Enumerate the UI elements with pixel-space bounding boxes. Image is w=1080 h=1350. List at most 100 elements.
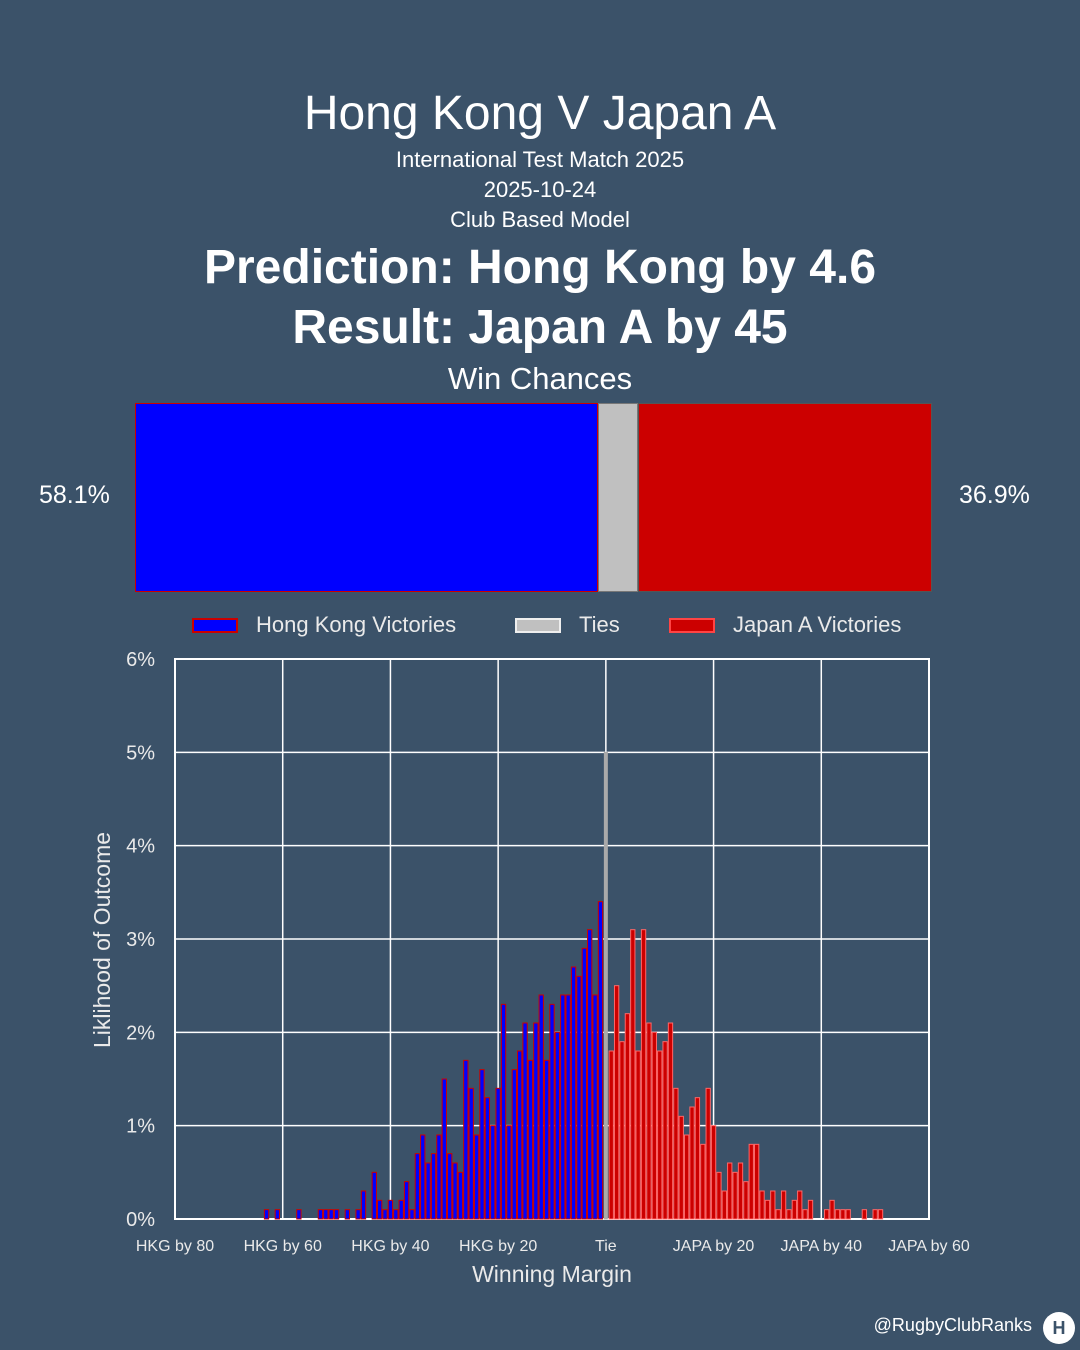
histogram-bar (775, 1209, 781, 1220)
histogram-bar (430, 1153, 437, 1220)
histogram-bar (425, 1162, 431, 1220)
y-tick-label: 0% (126, 1209, 155, 1231)
y-tick-label: 1% (126, 1116, 155, 1138)
histogram-bar (387, 1199, 394, 1220)
histogram-bar (543, 1059, 550, 1220)
histogram-bar (754, 1143, 760, 1220)
histogram-bar (549, 1003, 555, 1220)
histogram-bar (694, 1097, 701, 1220)
histogram-bar (527, 1059, 534, 1220)
histogram-bar (689, 1106, 695, 1220)
histogram-bar (705, 1087, 711, 1220)
histogram-bar (296, 1209, 302, 1220)
away-win-percentage: 36.9% (959, 481, 1030, 509)
legend: Hong Kong Victories Ties Japan A Victori… (0, 612, 1080, 642)
histogram-bar (630, 929, 636, 1220)
histogram-bar (824, 1209, 830, 1220)
legend-label-away: Japan A Victories (733, 612, 902, 637)
histogram-bar (484, 1097, 491, 1220)
win-chances-bar (135, 403, 932, 592)
y-tick-label: 3% (126, 929, 155, 951)
legend-item-away: Japan A Victories (669, 612, 901, 638)
x-axis-label: Winning Margin (472, 1261, 632, 1287)
histogram-bar (511, 1069, 517, 1220)
x-tick-label: HKG by 20 (459, 1238, 537, 1255)
histogram-bar (570, 966, 577, 1220)
win-chances-label: Win Chances (447, 361, 633, 396)
away-win-segment (637, 403, 932, 592)
histogram-bar (468, 1087, 474, 1220)
x-tick-label: JAPA by 40 (781, 1238, 863, 1255)
twitter-handle: @RugbyClubRanks (873, 1315, 1032, 1335)
x-tick-label: Tie (595, 1238, 617, 1255)
histogram-bar (355, 1209, 361, 1220)
legend-label-home: Hong Kong Victories (256, 612, 457, 637)
model-name: Club Based Model (450, 207, 630, 232)
histogram-bar (317, 1209, 324, 1220)
histogram-bar (436, 1134, 442, 1220)
histogram-bar (829, 1199, 835, 1220)
histogram-bar (608, 1050, 614, 1220)
histogram-bar (463, 1059, 469, 1220)
legend-label-tie: Ties (579, 612, 620, 637)
histogram-bar (371, 1171, 377, 1220)
tie-segment (598, 403, 638, 592)
histogram-bar (640, 929, 647, 1220)
legend-swatch-tie (515, 617, 561, 633)
histogram-bar (683, 1134, 690, 1220)
histogram-bar (576, 975, 582, 1220)
histogram-bar (409, 1209, 415, 1220)
y-tick-label: 5% (126, 742, 155, 764)
histogram-bar (716, 1171, 722, 1220)
histogram-bar (748, 1143, 754, 1220)
histogram-bar (517, 1050, 523, 1220)
result-text: Result: Japan A by 45 (292, 301, 788, 354)
margin-histogram: 0% 1% 2% 3% 4% 5% 6% HKG by 80 HKG by 60 HKG by 4… (89, 649, 970, 1287)
histogram-bar (834, 1209, 841, 1220)
x-tick-label: JAPA by 20 (673, 1238, 755, 1255)
histogram-bar (473, 1134, 480, 1220)
histogram-bar (382, 1209, 388, 1220)
histogram-bar (398, 1199, 404, 1220)
histogram-bar (797, 1190, 803, 1220)
histogram-bar (344, 1209, 350, 1220)
histogram-bar (861, 1209, 868, 1220)
histogram-bar (533, 1022, 539, 1220)
histogram-bar (274, 1209, 280, 1220)
histogram-bar (538, 994, 544, 1220)
histogram-bar (743, 1181, 749, 1220)
histogram-bar (457, 1171, 464, 1220)
histogram-bar (807, 1199, 814, 1220)
histogram-bar (700, 1143, 706, 1220)
legend-swatch-home (192, 617, 238, 633)
histogram-bar (479, 1069, 485, 1220)
histogram-bar (506, 1125, 512, 1220)
histogram-bar (619, 1041, 625, 1220)
histogram-bar (500, 1003, 507, 1220)
histogram-bar (780, 1190, 787, 1220)
histogram-bar (603, 751, 608, 1220)
histogram-bar (447, 1153, 453, 1220)
histogram-bar (624, 1013, 631, 1220)
histogram-bar (721, 1190, 727, 1220)
y-axis-label: Liklihood of Outcome (89, 832, 115, 1048)
histogram-bar (667, 1022, 674, 1220)
histogram-bar (565, 994, 571, 1220)
histogram-bar (840, 1209, 846, 1220)
histogram-bar (727, 1162, 733, 1220)
chart-title: Hong Kong V Japan A (303, 87, 777, 140)
histogram-bar (651, 1031, 657, 1220)
legend-item-tie: Ties (515, 612, 620, 638)
histogram-bar (328, 1209, 334, 1220)
histogram-bar (263, 1209, 270, 1220)
histogram-bar (802, 1209, 808, 1220)
histogram-bar (662, 1041, 668, 1220)
histogram-bar (845, 1209, 851, 1220)
histogram-bar (377, 1199, 383, 1220)
competition-subtitle: International Test Match 2025 (395, 147, 685, 172)
histogram-bar (710, 1125, 717, 1220)
histogram-bar (452, 1162, 458, 1220)
histogram-bar (592, 994, 598, 1220)
home-win-segment (135, 403, 599, 592)
histogram-bar (333, 1209, 340, 1220)
